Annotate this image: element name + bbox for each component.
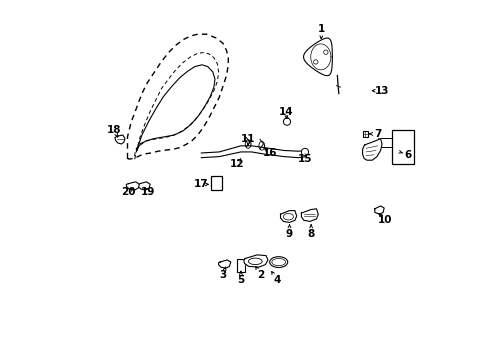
Polygon shape [301, 209, 318, 221]
Ellipse shape [271, 258, 285, 266]
Polygon shape [126, 182, 139, 190]
FancyBboxPatch shape [391, 130, 413, 164]
Polygon shape [362, 139, 381, 160]
Text: 1: 1 [318, 24, 325, 34]
Text: 15: 15 [297, 154, 312, 164]
Text: 13: 13 [374, 86, 388, 96]
Polygon shape [244, 255, 267, 267]
Ellipse shape [283, 213, 293, 220]
Polygon shape [136, 65, 215, 151]
Text: 12: 12 [229, 159, 244, 169]
Text: 16: 16 [262, 148, 276, 158]
Circle shape [313, 60, 317, 64]
Text: 17: 17 [194, 179, 208, 189]
Polygon shape [280, 211, 296, 222]
Circle shape [323, 50, 327, 54]
Text: 19: 19 [141, 186, 155, 197]
Text: 8: 8 [307, 229, 314, 239]
FancyBboxPatch shape [362, 131, 367, 137]
Ellipse shape [269, 257, 287, 267]
Text: 7: 7 [373, 129, 381, 139]
Text: 9: 9 [285, 229, 292, 239]
Text: 3: 3 [219, 270, 226, 280]
Polygon shape [374, 206, 384, 214]
Text: 20: 20 [121, 186, 136, 197]
Ellipse shape [248, 258, 262, 265]
Text: 2: 2 [257, 270, 264, 280]
Circle shape [301, 148, 308, 156]
FancyBboxPatch shape [236, 259, 244, 272]
Text: 6: 6 [404, 150, 411, 160]
Text: 10: 10 [377, 215, 391, 225]
Text: 5: 5 [237, 275, 244, 285]
Polygon shape [303, 38, 332, 76]
Polygon shape [218, 260, 230, 268]
FancyBboxPatch shape [211, 176, 222, 190]
Text: 14: 14 [278, 107, 293, 117]
Text: 11: 11 [241, 134, 255, 144]
Polygon shape [115, 135, 125, 144]
Text: 4: 4 [273, 275, 280, 285]
Polygon shape [138, 182, 150, 190]
Circle shape [283, 118, 290, 125]
Text: 18: 18 [107, 125, 121, 135]
